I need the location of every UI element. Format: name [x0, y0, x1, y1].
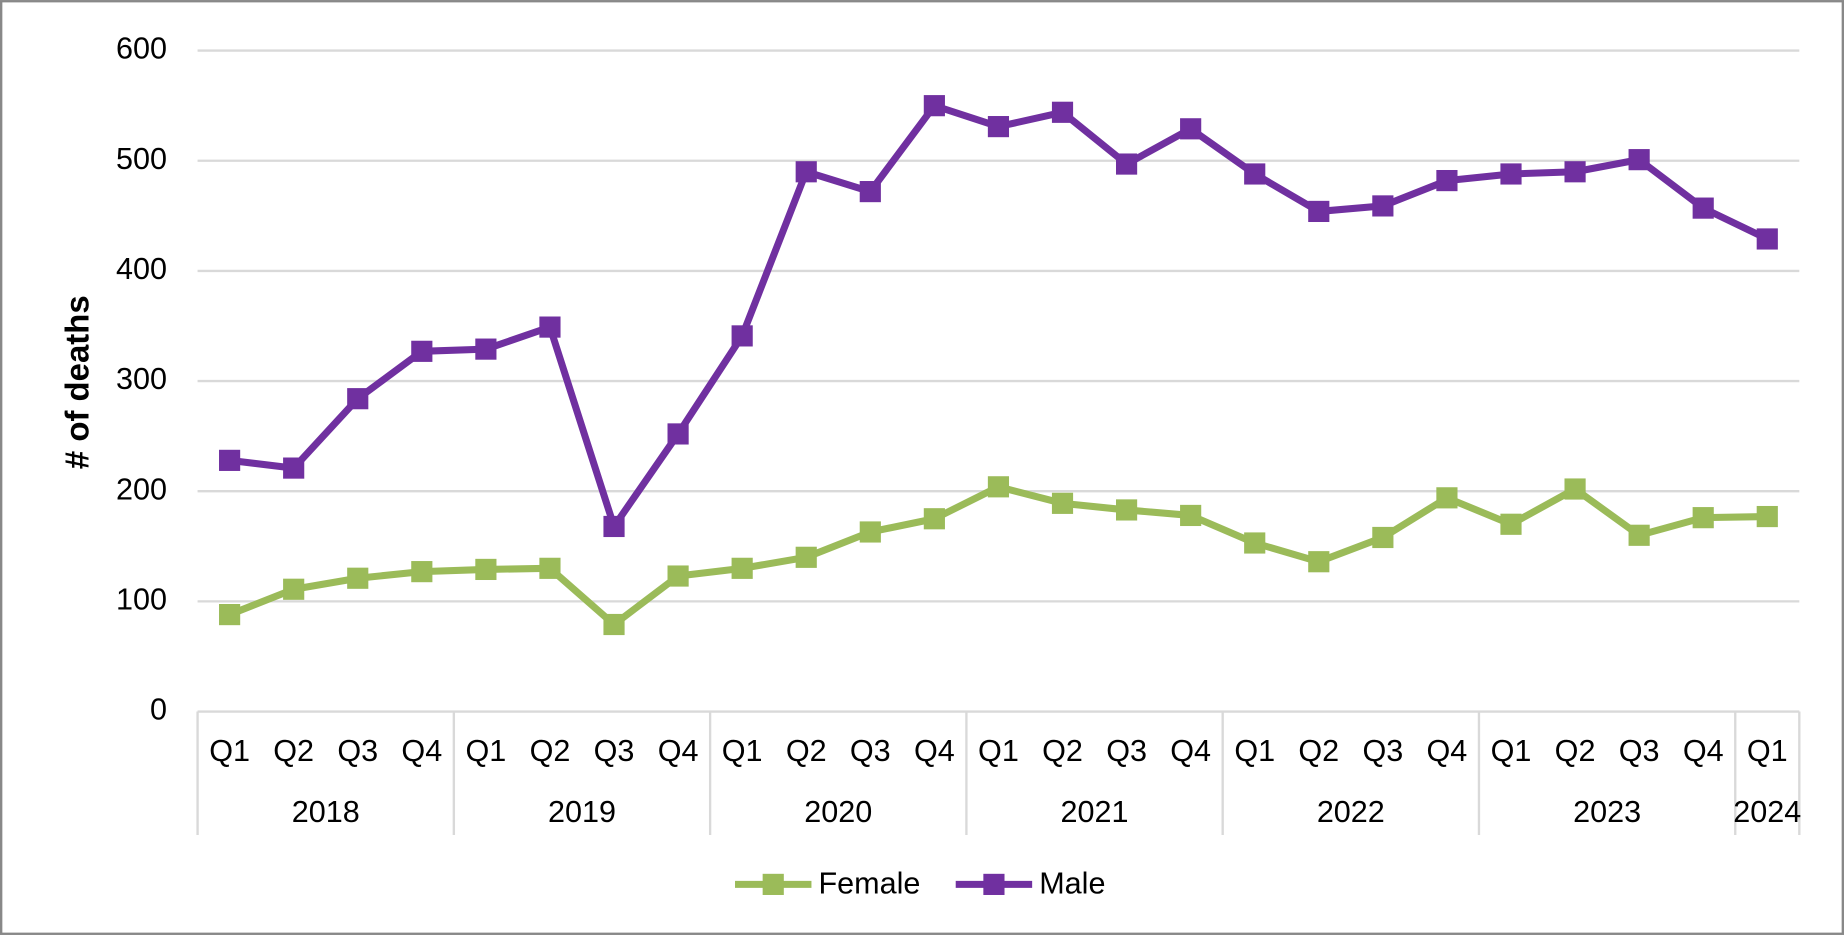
x-tick-label: Q3	[1362, 734, 1403, 768]
series-marker	[1692, 507, 1714, 529]
series-marker	[411, 340, 433, 362]
y-tick-label: 0	[150, 693, 167, 727]
series-marker	[1564, 478, 1586, 500]
series-marker	[1500, 513, 1522, 535]
series-marker	[987, 116, 1010, 138]
x-tick-label: Q1	[1234, 734, 1275, 768]
series-marker	[731, 325, 753, 347]
x-tick-label: Q1	[722, 734, 763, 768]
y-tick-label: 400	[116, 252, 167, 286]
x-tick-label: Q1	[465, 734, 506, 768]
legend-label: Female	[819, 867, 921, 901]
x-group-label: 2019	[548, 795, 616, 829]
x-group-label: 2020	[804, 795, 872, 829]
series-marker	[475, 338, 497, 360]
y-tick-label: 600	[116, 32, 167, 66]
series-marker	[1756, 505, 1778, 528]
x-tick-label: Q2	[1298, 734, 1339, 768]
x-tick-label: Q4	[1683, 734, 1724, 768]
series-marker	[1372, 526, 1394, 549]
legend-swatch-marker	[762, 873, 784, 895]
series-marker	[859, 181, 881, 203]
y-tick-label: 200	[116, 472, 167, 506]
x-tick-label: Q3	[1619, 734, 1660, 768]
x-tick-label: Q4	[658, 734, 699, 768]
x-group-label: 2021	[1061, 795, 1129, 829]
series-marker	[219, 449, 241, 471]
series-marker	[1051, 101, 1074, 123]
series-marker	[1244, 163, 1266, 185]
x-tick-label: Q1	[1491, 734, 1532, 768]
series-marker	[603, 613, 625, 636]
x-tick-label: Q2	[1042, 734, 1083, 768]
series-marker	[987, 476, 1010, 498]
x-group-label: 2022	[1317, 795, 1385, 829]
series-marker	[347, 388, 369, 410]
series-marker	[923, 95, 945, 117]
series-marker	[1244, 532, 1266, 554]
series-marker	[1372, 195, 1394, 217]
y-axis-label: # of deaths	[59, 295, 96, 469]
series-marker	[1500, 163, 1522, 185]
series-marker	[1436, 169, 1458, 192]
x-tick-label: Q2	[273, 734, 314, 768]
series-marker	[923, 508, 945, 530]
series-marker	[859, 521, 881, 543]
x-group-label: 2018	[292, 795, 360, 829]
series-marker	[1628, 149, 1650, 171]
x-tick-label: Q3	[594, 734, 635, 768]
x-tick-label: Q2	[530, 734, 571, 768]
x-tick-label: Q3	[337, 734, 378, 768]
y-tick-label: 300	[116, 362, 167, 396]
legend-label: Male	[1039, 867, 1105, 901]
x-group-label: 2024	[1733, 795, 1801, 829]
series-marker	[1180, 118, 1202, 140]
series-marker	[283, 457, 305, 479]
series-marker	[1756, 228, 1778, 250]
series-marker	[347, 567, 369, 589]
x-tick-label: Q4	[1427, 734, 1468, 768]
series-marker	[731, 557, 753, 579]
x-tick-label: Q1	[978, 734, 1019, 768]
x-group-label: 2023	[1573, 795, 1641, 829]
y-tick-label: 500	[116, 142, 167, 176]
series-marker	[603, 515, 625, 538]
legend-swatch-marker	[983, 873, 1005, 895]
series-marker	[1564, 161, 1586, 183]
x-tick-label: Q4	[1170, 734, 1211, 768]
series-marker	[539, 316, 561, 338]
x-tick-label: Q4	[401, 734, 442, 768]
series-marker	[1436, 487, 1458, 509]
x-tick-label: Q2	[786, 734, 827, 768]
series-marker	[795, 546, 817, 568]
series-marker	[219, 604, 241, 626]
x-tick-label: Q1	[1747, 734, 1788, 768]
series-marker	[667, 565, 689, 587]
series-marker	[1180, 504, 1202, 527]
series-marker	[539, 557, 561, 579]
series-marker	[1115, 153, 1138, 175]
series-marker	[1692, 197, 1714, 219]
series-marker	[475, 558, 497, 581]
x-tick-label: Q1	[209, 734, 250, 768]
series-marker	[1051, 492, 1074, 514]
series-marker	[1115, 499, 1138, 521]
series-marker	[283, 578, 305, 600]
series-marker	[411, 561, 433, 583]
x-tick-label: Q3	[1106, 734, 1147, 768]
x-tick-label: Q4	[914, 734, 955, 768]
x-tick-label: Q2	[1555, 734, 1596, 768]
y-tick-label: 100	[116, 582, 167, 616]
series-marker	[1628, 524, 1650, 546]
series-marker	[667, 423, 689, 445]
series-marker	[795, 161, 817, 183]
series-marker	[1308, 200, 1330, 223]
x-tick-label: Q3	[850, 734, 891, 768]
series-marker	[1308, 551, 1330, 573]
